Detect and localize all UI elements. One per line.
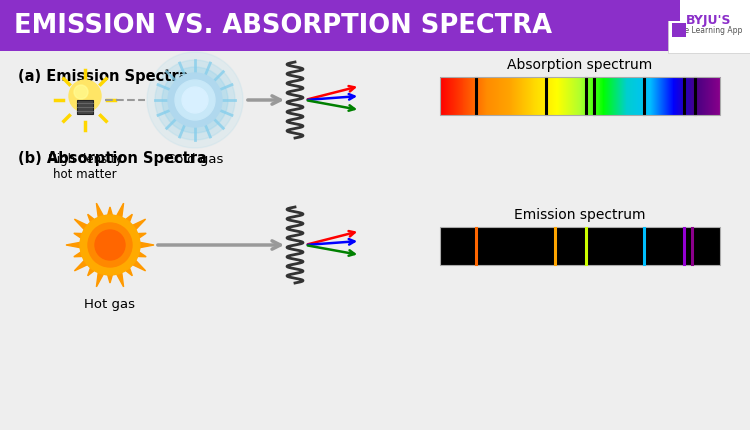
Circle shape bbox=[175, 81, 215, 121]
Polygon shape bbox=[130, 258, 146, 271]
Text: The Learning App: The Learning App bbox=[675, 25, 742, 34]
Polygon shape bbox=[123, 215, 132, 226]
Text: BYJU'S: BYJU'S bbox=[686, 13, 732, 26]
Circle shape bbox=[162, 68, 228, 134]
Circle shape bbox=[80, 215, 140, 275]
Circle shape bbox=[147, 53, 243, 149]
Polygon shape bbox=[106, 208, 113, 219]
Polygon shape bbox=[134, 251, 146, 257]
Polygon shape bbox=[130, 220, 146, 232]
Text: Cold gas: Cold gas bbox=[166, 153, 224, 166]
Circle shape bbox=[182, 88, 208, 114]
Polygon shape bbox=[88, 215, 97, 226]
Circle shape bbox=[168, 74, 222, 128]
Bar bbox=[668, 0, 750, 54]
Polygon shape bbox=[136, 242, 154, 249]
Polygon shape bbox=[74, 258, 90, 271]
Circle shape bbox=[88, 224, 132, 267]
Bar bbox=[0, 0, 680, 22]
Polygon shape bbox=[106, 272, 113, 283]
Text: Absorption spectrum: Absorption spectrum bbox=[507, 58, 652, 72]
Polygon shape bbox=[88, 265, 97, 276]
Bar bbox=[672, 24, 686, 38]
Polygon shape bbox=[66, 242, 83, 249]
Bar bbox=[77, 101, 93, 115]
Polygon shape bbox=[123, 265, 132, 276]
Polygon shape bbox=[97, 204, 105, 221]
Circle shape bbox=[95, 230, 125, 261]
Polygon shape bbox=[116, 204, 124, 221]
Bar bbox=[0, 0, 30, 52]
Text: (b) Absorption Spectra: (b) Absorption Spectra bbox=[18, 150, 207, 166]
Polygon shape bbox=[134, 234, 146, 240]
Bar bbox=[440, 227, 720, 265]
Circle shape bbox=[69, 81, 101, 113]
Text: (a) Emission Spectra: (a) Emission Spectra bbox=[18, 69, 188, 84]
Text: Emission spectrum: Emission spectrum bbox=[514, 208, 646, 221]
FancyBboxPatch shape bbox=[0, 0, 680, 52]
Polygon shape bbox=[74, 251, 86, 257]
Text: Hot gas: Hot gas bbox=[85, 297, 136, 310]
Polygon shape bbox=[97, 270, 105, 287]
Text: EMISSION VS. ABSORPTION SPECTRA: EMISSION VS. ABSORPTION SPECTRA bbox=[14, 13, 552, 39]
Circle shape bbox=[74, 86, 88, 100]
Polygon shape bbox=[74, 234, 86, 240]
Bar bbox=[440, 78, 720, 116]
Circle shape bbox=[155, 61, 235, 141]
Text: High density
hot matter: High density hot matter bbox=[48, 153, 122, 181]
Polygon shape bbox=[116, 270, 124, 287]
Polygon shape bbox=[74, 220, 90, 232]
